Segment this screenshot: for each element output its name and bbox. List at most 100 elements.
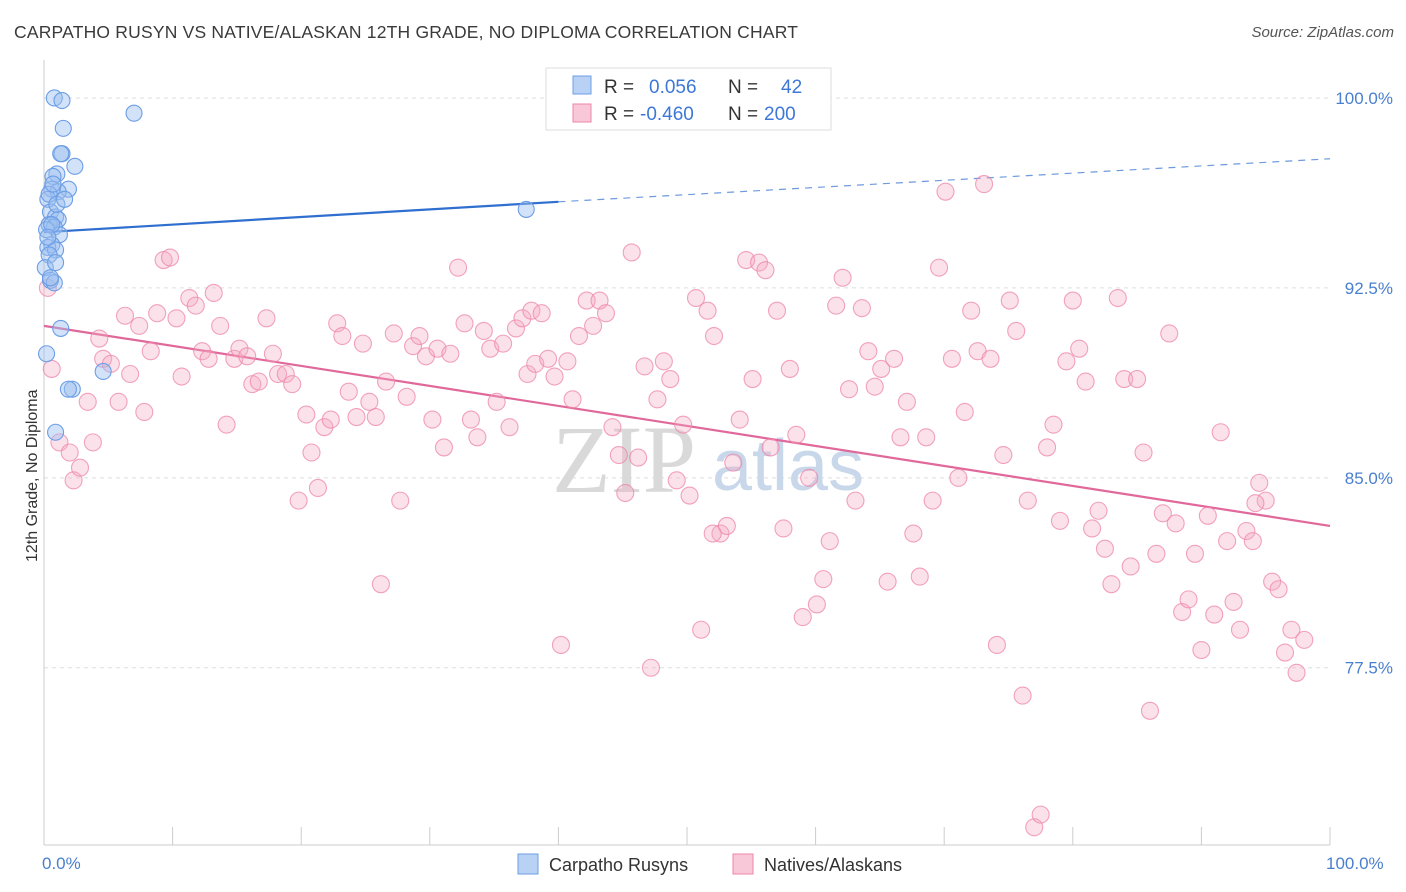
legend-n-value-2: 200 [764, 104, 796, 125]
natives-alaskans-point [661, 370, 680, 389]
natives-alaskans-point [121, 364, 140, 384]
legend-r-value-1: 0.056 [649, 77, 697, 98]
natives-alaskans-point [704, 326, 724, 346]
natives-alaskans-point [339, 382, 358, 401]
trend-lines [43, 158, 1331, 528]
carpatho-rusyns-point [56, 190, 74, 208]
carpatho-rusyns-point [39, 228, 57, 246]
natives-alaskans-point [814, 570, 833, 589]
natives-alaskans-point [410, 326, 429, 346]
natives-alaskans-point [1089, 501, 1108, 520]
natives-alaskans-point [384, 324, 403, 343]
x-tick-max: 100.0% [1326, 854, 1384, 873]
natives-alaskans-point [603, 418, 622, 437]
natives-alaskans-point [730, 410, 749, 429]
natives-alaskans-point [1007, 321, 1026, 341]
source-label: Source: ZipAtlas.com [1251, 24, 1394, 41]
natives-alaskans-point [1095, 539, 1114, 558]
natives-alaskans-point [1211, 423, 1230, 442]
natives-alaskans-point [1243, 532, 1262, 551]
series-label-carpatho: Carpatho Rusyns [549, 855, 688, 875]
natives-alaskans-point [434, 438, 453, 457]
natives-alaskans-point [269, 364, 288, 384]
natives-alaskans-point [532, 304, 551, 323]
natives-alaskans-point [955, 402, 974, 422]
y-tick-label: 77.5% [1345, 659, 1393, 678]
carpatho-rusyns-point [41, 269, 59, 287]
carpatho-rusyns-point [47, 423, 65, 441]
natives-alaskans-point [283, 375, 302, 394]
natives-alaskans-point [910, 567, 929, 586]
natives-alaskans-point [1031, 805, 1050, 824]
natives-alaskans-point [297, 405, 316, 424]
legend-n-label-1: N = [728, 77, 758, 98]
natives-alaskans-point [397, 387, 416, 406]
natives-alaskans-point [703, 524, 722, 543]
carpatho-rusyns-point [63, 380, 81, 398]
natives-alaskans-point [230, 339, 249, 358]
natives-alaskans-point [584, 316, 603, 335]
carpatho-rusyns-point [36, 259, 54, 277]
natives-alaskans-point [1218, 532, 1237, 551]
natives-alaskans-point [217, 415, 236, 434]
legend-r-value-2: -0.460 [640, 104, 694, 125]
carpatho-rusyns-point [59, 180, 77, 198]
natives-alaskans-point [749, 253, 769, 272]
natives-alaskans-point [1044, 415, 1063, 434]
natives-alaskans-point [820, 532, 839, 551]
natives-alaskans-point [859, 342, 878, 361]
series-label-natives: Natives/Alaskans [764, 855, 902, 875]
y-tick-label: 85.0% [1345, 469, 1393, 488]
carpatho-trend-line [43, 200, 559, 234]
natives-alaskans-point [1140, 701, 1160, 720]
natives-alaskans-point [1287, 663, 1306, 682]
natives-alaskans-point [724, 453, 743, 472]
natives-alaskans-point [654, 352, 673, 371]
natives-alaskans-point [60, 443, 79, 462]
natives-alaskans-point [333, 326, 352, 346]
natives-alaskans-point [1166, 514, 1185, 533]
carpatho-rusyns-point [54, 119, 72, 137]
natives-alaskans-point [1153, 504, 1172, 523]
carpatho-rusyns-points [36, 89, 535, 441]
natives-alaskans-point [780, 359, 799, 378]
natives-alaskans-point [377, 372, 396, 391]
natives-alaskans-point [667, 471, 686, 490]
correlation-legend: R = 0.056 N = 42 R = -0.460 N = 200 [545, 67, 832, 131]
natives-alaskans-point [109, 392, 128, 411]
natives-alaskans-point [1134, 443, 1153, 462]
carpatho-rusyns-point [125, 104, 143, 122]
natives-alaskans-point [518, 364, 537, 384]
natives-alaskans-point [846, 491, 865, 510]
carpatho-rusyns-point [47, 254, 65, 272]
natives-alaskans-point [994, 445, 1013, 465]
natives-alaskans-point [249, 372, 268, 391]
natives-alaskans-point [204, 283, 223, 303]
natives-alaskans-point [884, 349, 904, 368]
natives-alaskans-points [38, 175, 1314, 837]
carpatho-trend-extension [558, 158, 1331, 203]
natives-alaskans-point [767, 301, 787, 320]
natives-alaskans-point [522, 301, 541, 320]
natives-alaskans-point [371, 575, 390, 594]
natives-alaskans-point [90, 329, 109, 348]
natives-alaskans-point [1102, 575, 1121, 594]
natives-alaskans-point [506, 319, 526, 338]
natives-alaskans-point [743, 370, 762, 389]
natives-alaskans-point [347, 407, 366, 427]
natives-alaskans-point [800, 468, 819, 487]
natives-alaskans-point [839, 380, 859, 399]
natives-alaskans-point [563, 390, 582, 409]
natives-alaskans-point [1269, 580, 1288, 599]
natives-alaskans-point [648, 390, 667, 409]
natives-alaskans-point [1057, 352, 1076, 371]
natives-alaskans-point [308, 478, 327, 498]
natives-alaskans-point [193, 342, 212, 361]
natives-alaskans-point [1275, 643, 1295, 662]
natives-alaskans-point [441, 344, 460, 363]
natives-alaskans-point [545, 367, 564, 386]
natives-alaskans-point [1224, 592, 1243, 611]
legend-swatch-pink [572, 103, 592, 123]
natives-alaskans-point [622, 243, 641, 262]
